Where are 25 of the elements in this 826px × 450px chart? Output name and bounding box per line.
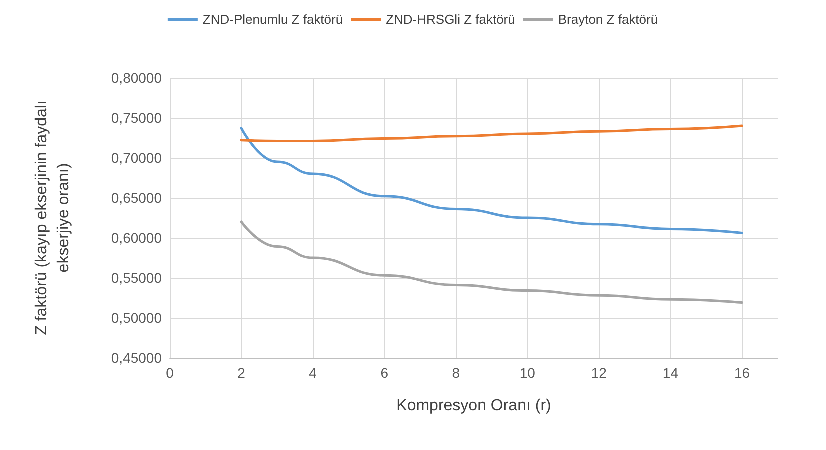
x-tick-label: 12 [591,365,608,381]
x-tick-label: 6 [380,365,389,381]
y-tick-label: 0,80000 [111,70,162,86]
y-tick-label: 0,75000 [111,110,162,126]
line-series [240,127,744,234]
legend-label: ZND-Plenumlu Z faktörü [202,12,344,27]
x-tick-label: 8 [452,365,460,381]
y-tick-label: 0,70000 [111,150,162,166]
x-tick-label: 14 [662,365,679,381]
y-tick-label: 0,65000 [111,190,162,206]
x-tick-label: 10 [520,365,536,381]
y-tick-label: 0,55000 [111,270,162,286]
x-axis-title: Kompresyon Oranı (r) [396,398,552,414]
y-tick-label: 0,45000 [111,350,162,366]
y-tick-label: 0,60000 [111,230,162,246]
x-tick-label: 16 [734,365,750,381]
y-tick-label: 0,50000 [111,310,162,326]
legend-label: Brayton Z faktörü [558,12,658,27]
x-tick-label: 0 [166,365,174,381]
legend-label: ZND-HRSGli Z faktörü [386,12,516,27]
line-series [240,124,744,142]
line-series [240,220,744,304]
y-axis-title: Z faktörü (kayıp ekserjinin faydalı ekserjiye oranı) [34,100,72,336]
x-tick-label: 2 [238,365,246,381]
x-tick-label: 4 [309,365,318,381]
